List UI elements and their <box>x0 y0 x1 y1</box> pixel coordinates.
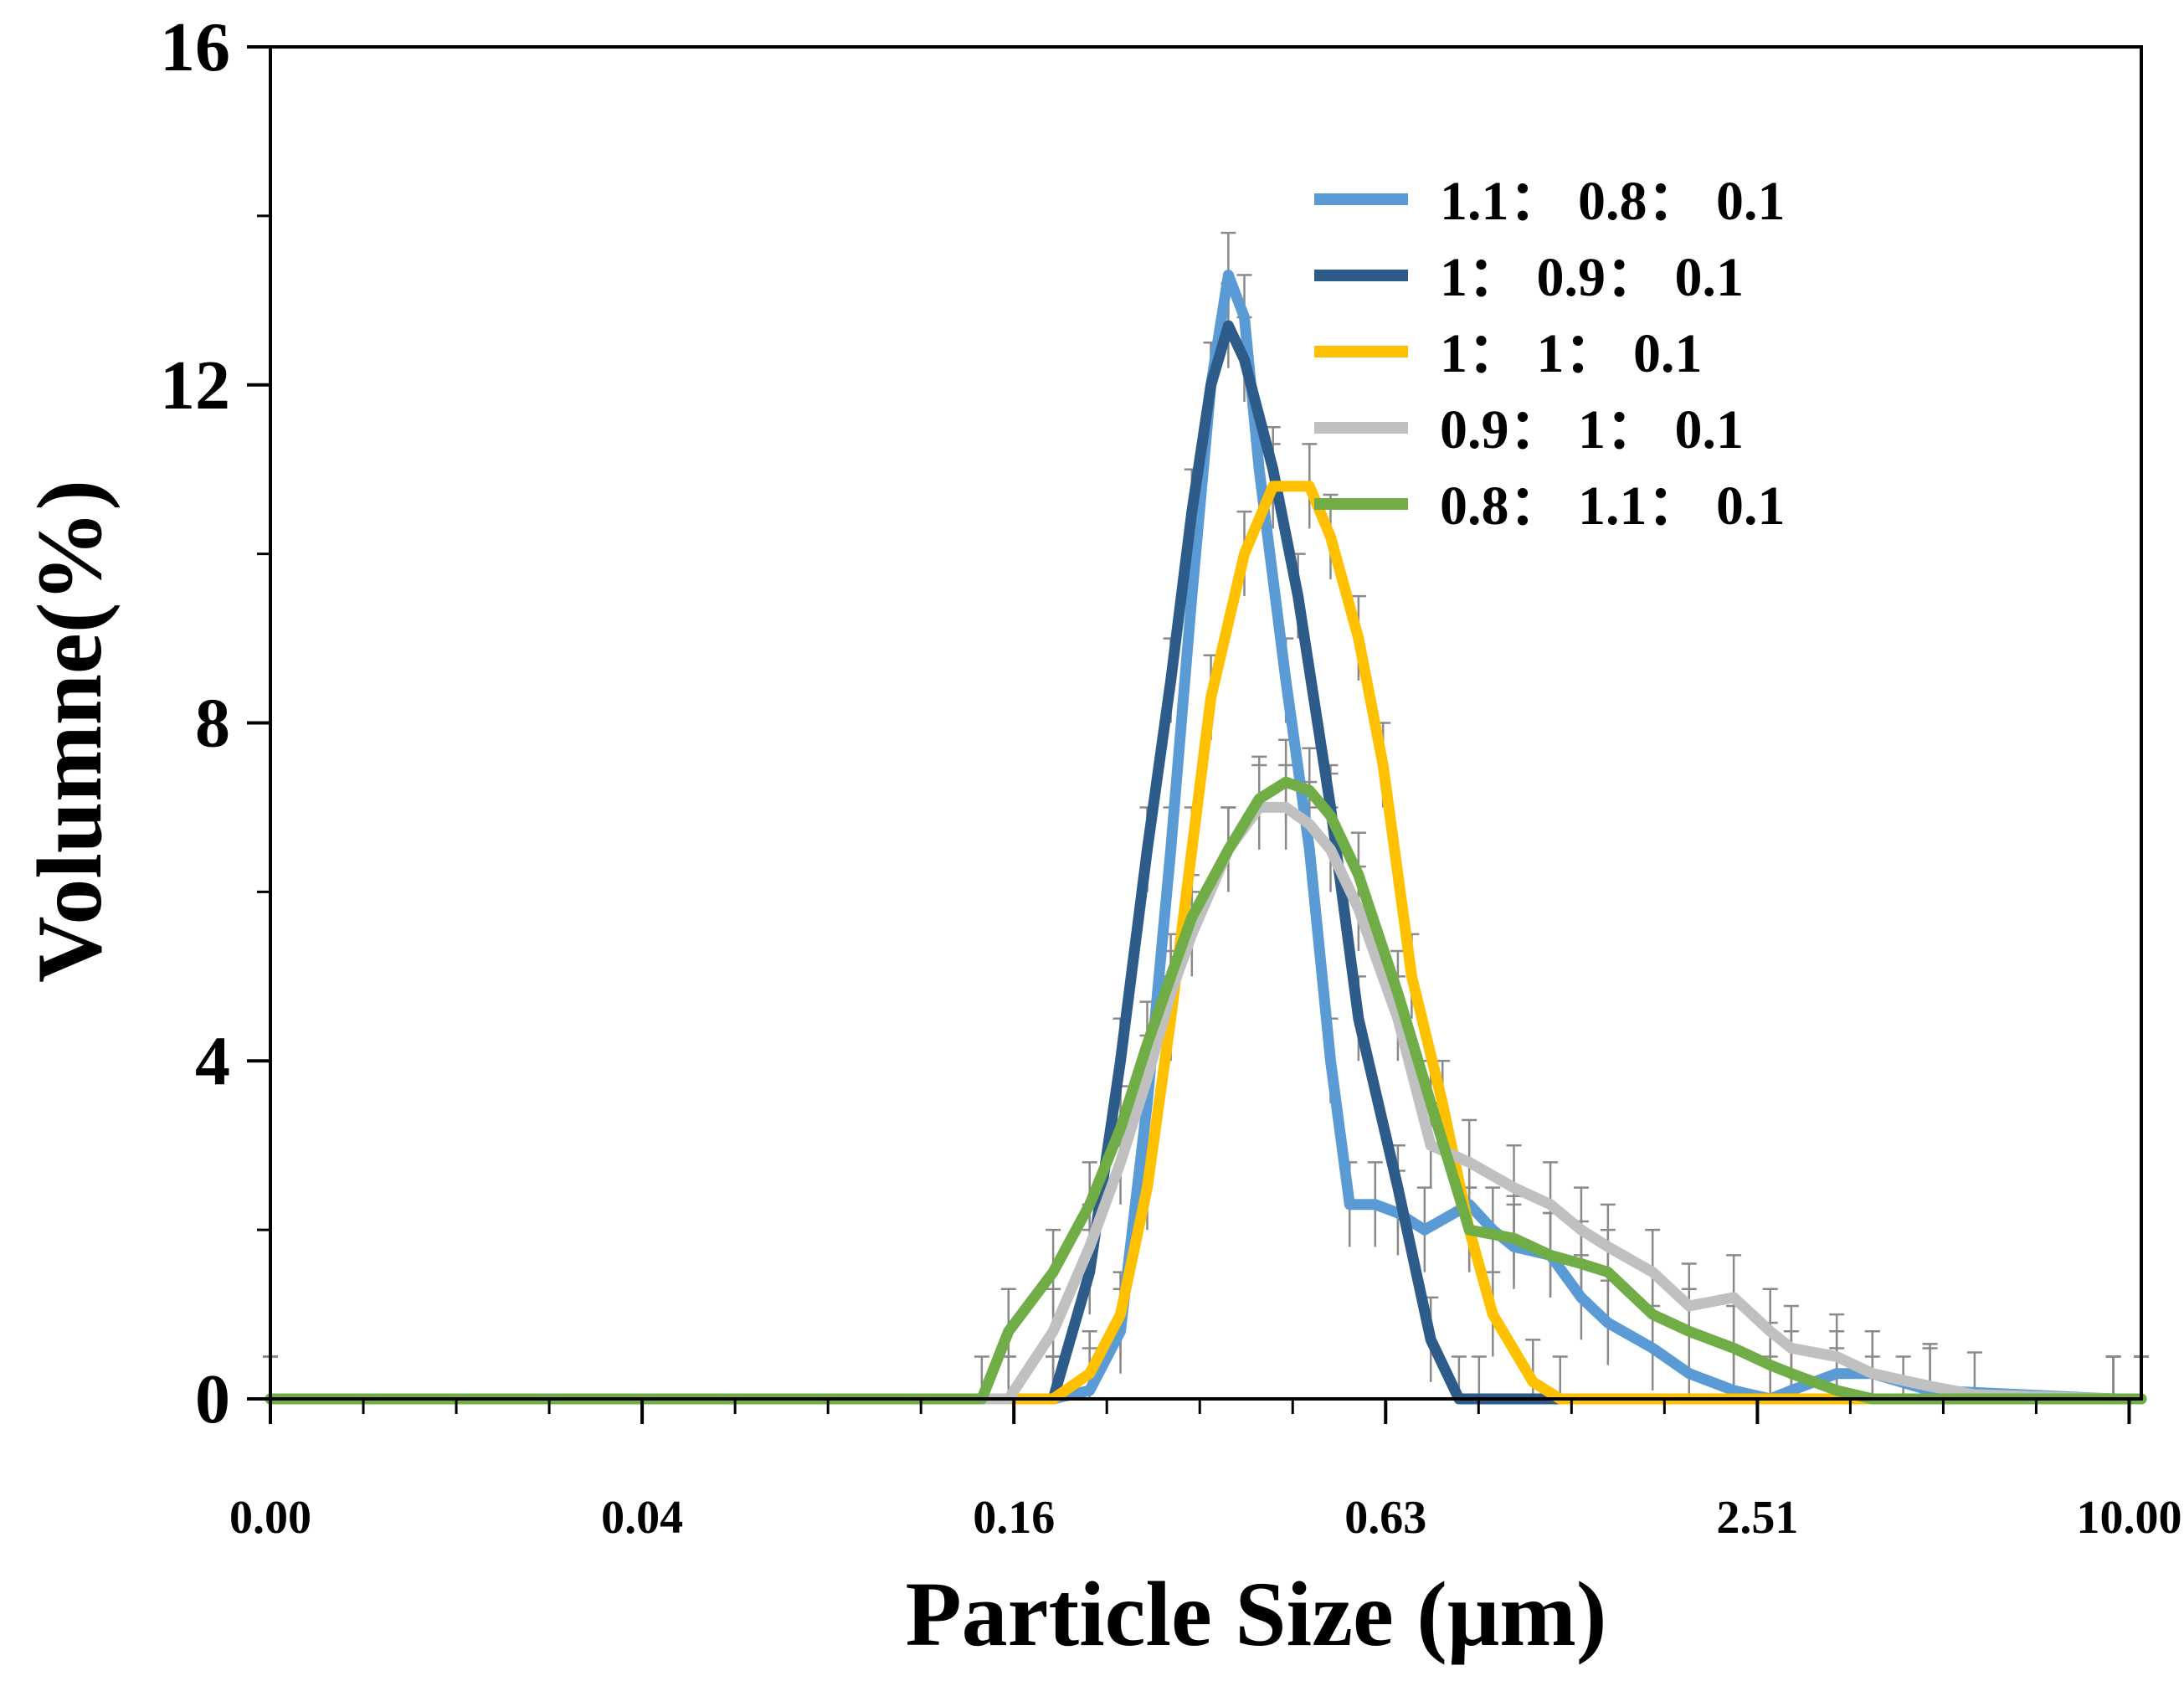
series-lines-layer <box>265 270 2147 1405</box>
axes-layer: 0 4 8 12 16 0.00 0.04 0.16 0.63 2.51 10.00 <box>160 8 2181 1544</box>
series-line-2 <box>265 481 2147 1405</box>
series-line-1 <box>265 320 2147 1405</box>
error-bars-4 <box>263 738 2149 1399</box>
x-tick-label: 2.51 <box>1716 1492 1798 1544</box>
x-tick-label: 0.00 <box>229 1492 311 1544</box>
x-tick-label: 0.16 <box>973 1492 1055 1544</box>
y-axis-title: Volumne(%) <box>18 480 121 983</box>
x-tick-label: 0.63 <box>1344 1492 1426 1544</box>
legend-label: 1： 1： 0.1 <box>1440 323 1703 384</box>
y-tick-label: 8 <box>195 685 230 763</box>
y-tick-label: 0 <box>195 1360 230 1438</box>
series-line-4 <box>265 776 2147 1405</box>
legend-label: 1.1： 0.8： 0.1 <box>1440 171 1786 232</box>
legend: 1.1： 0.8： 0.1 1： 0.9： 0.1 1： 1： 0.1 0.9： 1：… <box>1314 171 1786 537</box>
legend-label: 1： 0.9： 0.1 <box>1440 247 1744 308</box>
y-tick-label: 12 <box>160 347 230 424</box>
legend-label: 0.8： 1.1： 0.1 <box>1440 476 1786 537</box>
x-tick-label: 0.04 <box>601 1492 683 1544</box>
error-bars-3 <box>263 763 2149 1399</box>
y-tick-label: 4 <box>195 1022 230 1100</box>
legend-label: 0.9： 1： 0.1 <box>1440 399 1744 460</box>
x-tick-label: 10.00 <box>2076 1492 2181 1544</box>
x-axis-title: Particle Size (μm) <box>905 1563 1606 1665</box>
error-bars-2 <box>263 443 2149 1399</box>
y-tick-label: 16 <box>160 8 230 86</box>
